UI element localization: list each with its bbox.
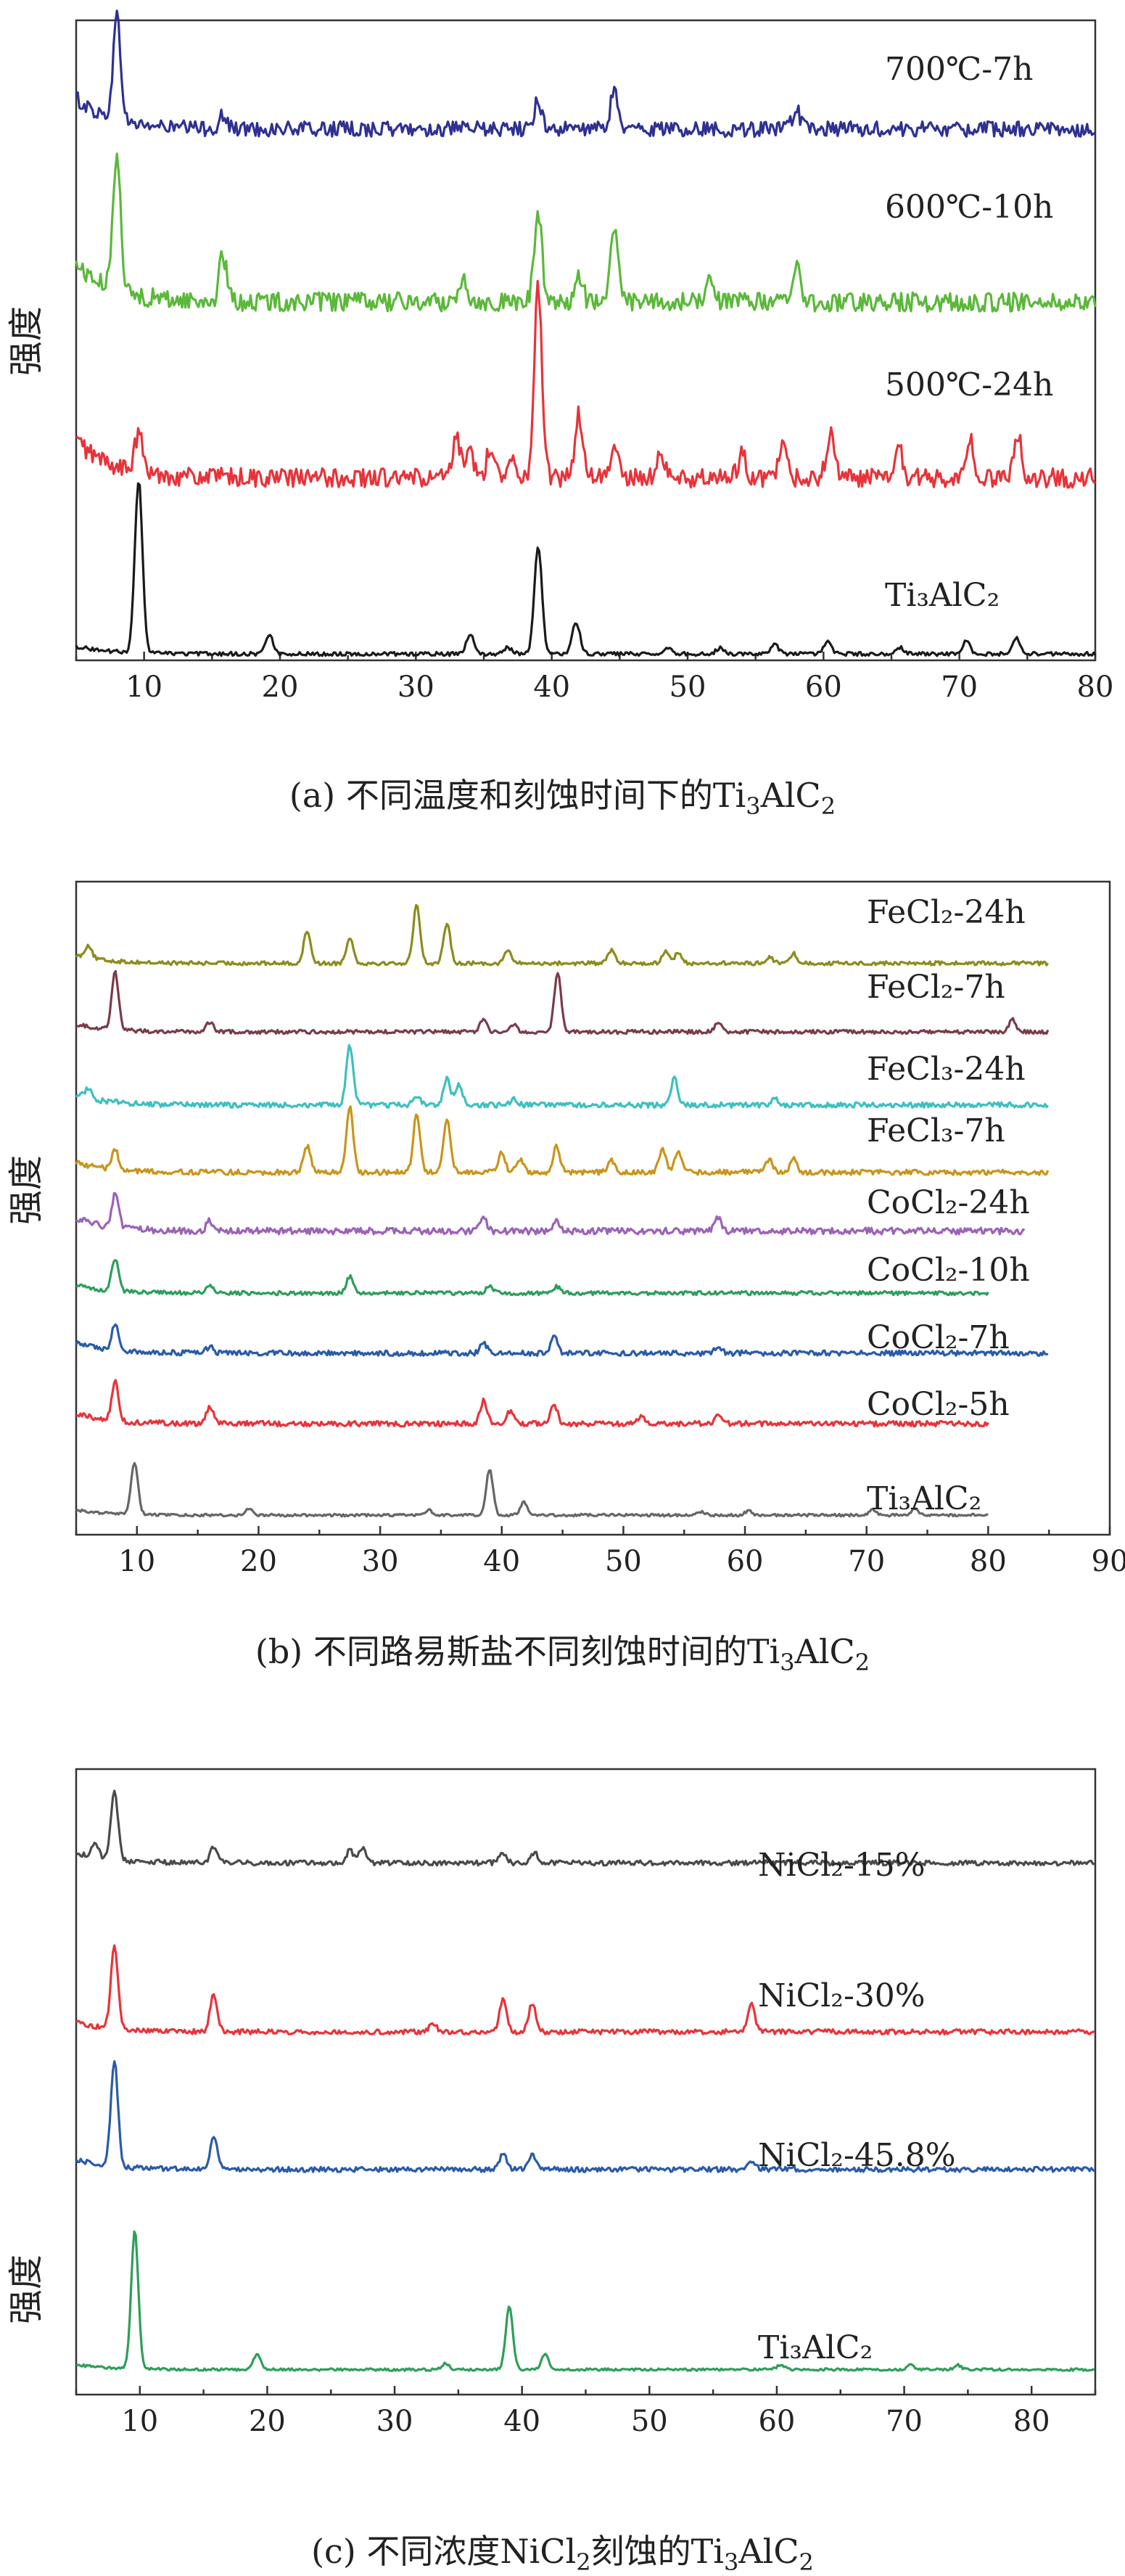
series-label: 700℃-7h [885,51,1033,88]
series-line [75,1323,1049,1357]
x-tick-label: 70 [886,2405,923,2438]
x-tick-label: 10 [125,670,162,704]
series-label: 500℃-24h [885,366,1053,403]
x-tick-label: 50 [605,1545,642,1578]
y-axis-label: 强度 [6,1155,46,1225]
x-tick-label: 50 [669,670,706,704]
x-tick-label: 60 [758,2405,795,2438]
x-tick-label: 20 [249,2405,286,2438]
series-line [75,1379,989,1428]
series-line [75,1944,1095,2036]
series-label: CoCl₂-7h [867,1319,1010,1356]
panel-b: 10 20 30 40 50 60 70 80 90 强度 FeCl₂-24h FeCl₂-7h FeC… [0,856,1125,1712]
series-line [75,152,1097,313]
series-line [75,969,1050,1035]
x-tick-label: 60 [805,670,842,704]
x-tick-label: 70 [848,1545,885,1578]
series-label: Ti₃AlC₂ [885,577,1000,614]
chart-a: 10 20 30 40 50 60 70 80 强度 700℃-7h 600℃-10h 500℃-24… [6,9,1114,704]
series-line [75,1105,1050,1176]
series-line [75,1789,1095,1867]
panel-a: 10 20 30 40 50 60 70 80 强度 700℃-7h 600℃-10h 500℃-24… [0,0,1125,856]
series-line [75,2060,1095,2173]
x-tick-label: 80 [1013,2405,1050,2438]
x-tick-label: 10 [118,1545,155,1578]
x-tick-label: 50 [631,2405,668,2438]
series-label: Ti₃AlC₂ [758,2329,873,2366]
x-tick-label: 30 [362,1545,399,1578]
series-label: FeCl₂-24h [867,894,1026,931]
series-label: 600℃-10h [885,189,1053,226]
caption-b: (b) 不同路易斯盐不同刻蚀时间的Ti3AlC2 [255,1632,870,1677]
x-tick-label: 40 [503,2405,540,2438]
series-label: FeCl₃-7h [867,1112,1005,1149]
x-tick-label: 80 [1077,670,1114,704]
series-label: NiCl₂-45.8% [758,2137,956,2174]
series-label: FeCl₂-7h [867,969,1005,1006]
series-line [75,9,1096,139]
series-line [75,482,1097,657]
series-line [75,1259,989,1297]
chart-b: 10 20 30 40 50 60 70 80 90 强度 FeCl₂-24h FeCl₂-7h FeC… [6,880,1125,1578]
x-tick-label: 30 [397,670,434,704]
series-line [75,1461,989,1518]
y-axis-label: 强度 [6,306,46,376]
x-tick-label: 40 [483,1545,520,1578]
series-line [75,1043,1049,1109]
x-tick-label: 20 [262,670,299,704]
series-label: NiCl₂-15% [758,1847,926,1884]
series-label: Ti₃AlC₂ [867,1480,981,1517]
chart-c: 10 20 30 40 50 60 70 80 强度 NiCl₂-15% NiCl₂-30% NiCl… [6,1768,1097,2438]
series-label: CoCl₂-10h [867,1252,1030,1289]
panel-c: 10 20 30 40 50 60 70 80 强度 NiCl₂-15% NiCl₂-30% NiCl… [0,1712,1125,2576]
series-line [75,279,1097,489]
x-tick-label: 10 [121,2405,158,2438]
x-tick-label: 80 [970,1545,1007,1578]
x-tick-label: 60 [727,1545,764,1578]
series-label: CoCl₂-5h [867,1386,1010,1423]
series-line [75,2230,1095,2372]
series-label: CoCl₂-24h [867,1184,1030,1221]
x-tick-label: 70 [941,670,978,704]
y-axis-label: 强度 [6,2255,46,2324]
plot-frame [75,19,1097,662]
caption-a: (a) 不同温度和刻蚀时间下的Ti3AlC2 [289,776,836,821]
x-tick-label: 30 [376,2405,413,2438]
x-tick-label: 40 [533,670,570,704]
caption-c: (c) 不同浓度NiCl2刻蚀的Ti3AlC2 [311,2532,814,2576]
series-line [75,903,1050,967]
x-tick-label: 90 [1092,1545,1125,1578]
x-tick-label: 20 [240,1545,277,1578]
series-line [75,1191,1025,1236]
plot-frame [75,880,1111,1536]
series-label: FeCl₃-24h [867,1051,1026,1088]
series-label: NiCl₂-30% [758,1977,926,2014]
